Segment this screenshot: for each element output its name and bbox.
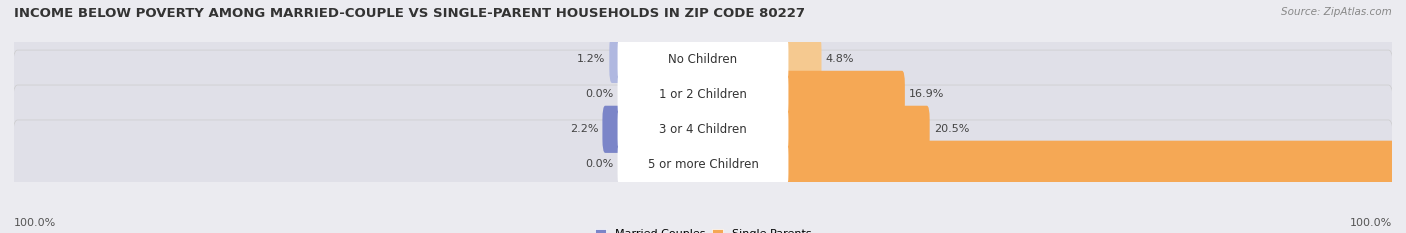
FancyBboxPatch shape: [783, 141, 1406, 188]
Text: 3 or 4 Children: 3 or 4 Children: [659, 123, 747, 136]
Text: 20.5%: 20.5%: [934, 124, 969, 134]
FancyBboxPatch shape: [13, 15, 1393, 104]
Text: 100.0%: 100.0%: [1350, 218, 1392, 228]
Text: 2.2%: 2.2%: [569, 124, 599, 134]
FancyBboxPatch shape: [617, 106, 789, 153]
FancyBboxPatch shape: [13, 120, 1393, 209]
Text: 16.9%: 16.9%: [910, 89, 945, 99]
FancyBboxPatch shape: [783, 106, 929, 153]
FancyBboxPatch shape: [617, 71, 789, 118]
Text: 0.0%: 0.0%: [585, 159, 613, 169]
Text: 4.8%: 4.8%: [825, 55, 853, 64]
FancyBboxPatch shape: [602, 106, 623, 153]
FancyBboxPatch shape: [783, 36, 821, 83]
Text: No Children: No Children: [668, 53, 738, 66]
Text: 1 or 2 Children: 1 or 2 Children: [659, 88, 747, 101]
Legend: Married Couples, Single Parents: Married Couples, Single Parents: [595, 229, 811, 233]
FancyBboxPatch shape: [617, 36, 789, 83]
FancyBboxPatch shape: [617, 141, 789, 188]
Text: 100.0%: 100.0%: [14, 218, 56, 228]
FancyBboxPatch shape: [13, 85, 1393, 174]
Text: Source: ZipAtlas.com: Source: ZipAtlas.com: [1281, 7, 1392, 17]
FancyBboxPatch shape: [783, 71, 905, 118]
Text: INCOME BELOW POVERTY AMONG MARRIED-COUPLE VS SINGLE-PARENT HOUSEHOLDS IN ZIP COD: INCOME BELOW POVERTY AMONG MARRIED-COUPL…: [14, 7, 806, 20]
FancyBboxPatch shape: [13, 50, 1393, 139]
Text: 1.2%: 1.2%: [576, 55, 605, 64]
Text: 0.0%: 0.0%: [585, 89, 613, 99]
FancyBboxPatch shape: [609, 36, 623, 83]
Text: 5 or more Children: 5 or more Children: [648, 158, 758, 171]
